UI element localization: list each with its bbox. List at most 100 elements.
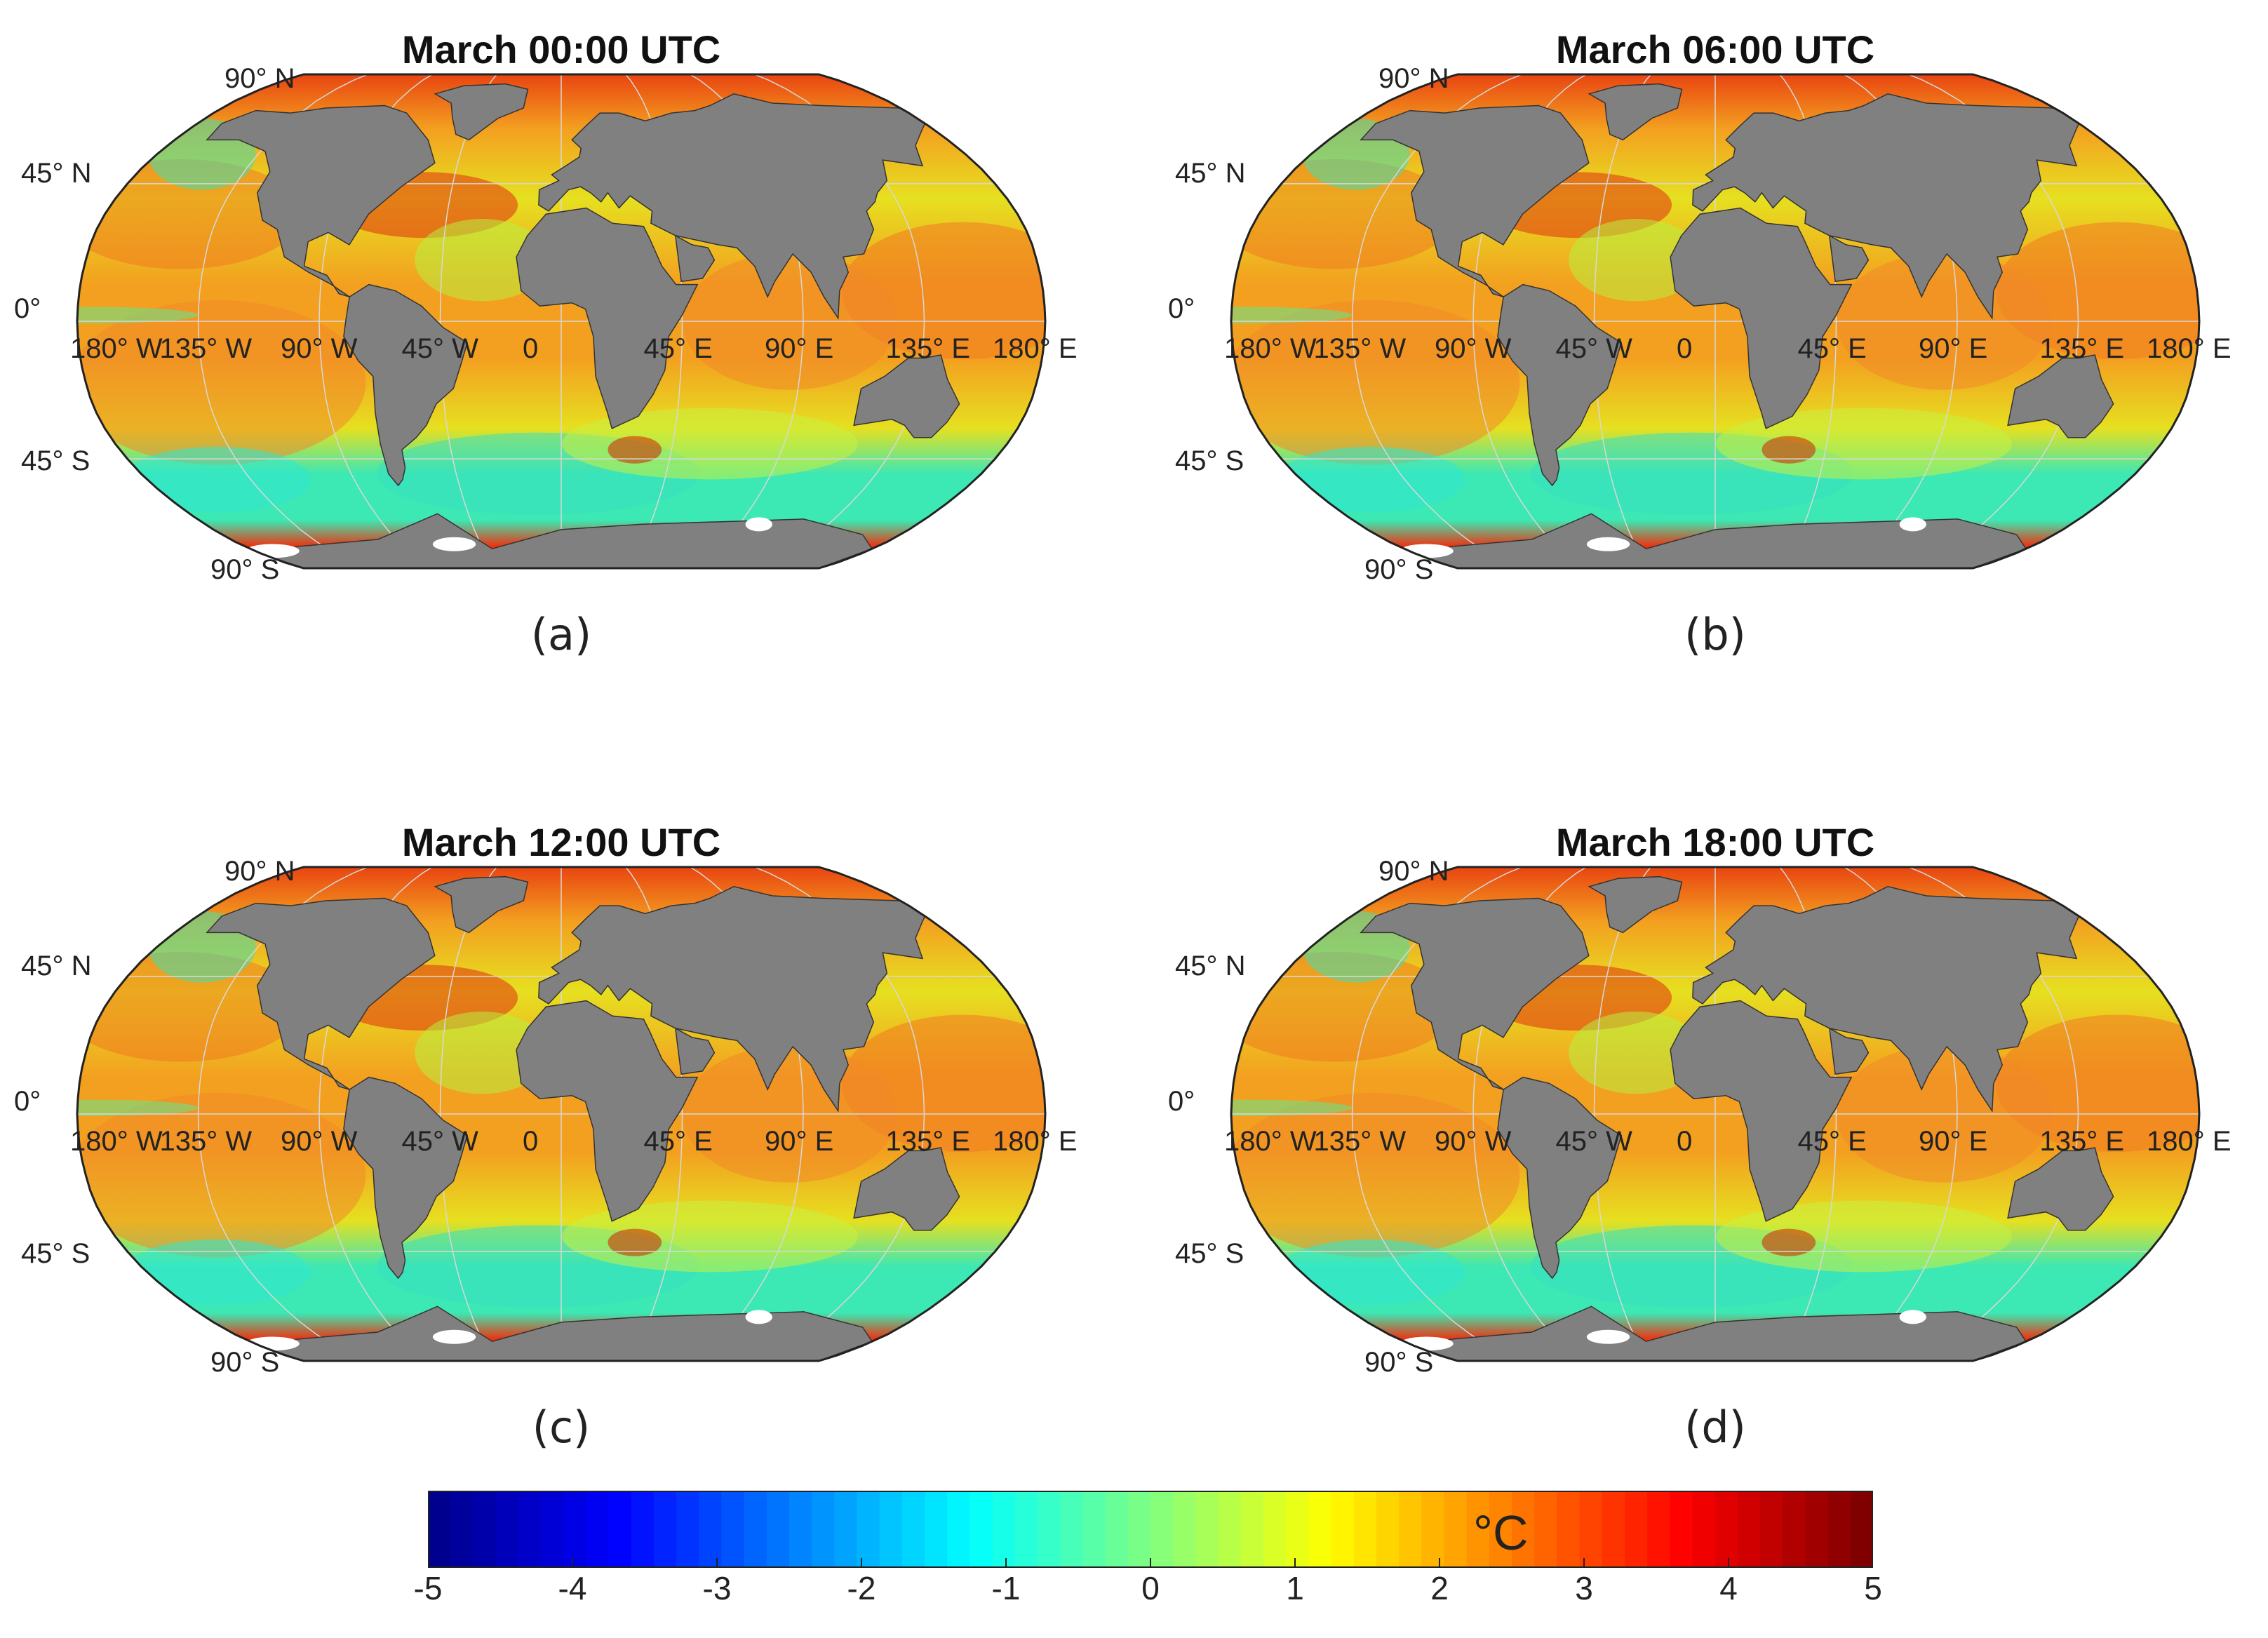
longitude-label: 180° E <box>993 1126 1078 1157</box>
longitude-label: 180° E <box>2147 333 2232 364</box>
latitude-label: 0° <box>1168 1086 1195 1117</box>
land-north-america <box>1360 897 1590 1090</box>
colorbar-step <box>1579 1491 1603 1568</box>
colorbar-step <box>1737 1491 1761 1568</box>
longitude-label: 180° W <box>70 333 163 364</box>
colorbar-step <box>721 1491 745 1568</box>
colorbar-step <box>1127 1491 1151 1568</box>
panel-label: (d) <box>1684 1402 1746 1453</box>
map-panel-a: March 00:00 UTC (a) 90° N 45° N 0° 45° S 90°… <box>14 14 1094 660</box>
colorbar-tick-label: 5 <box>1864 1570 1882 1606</box>
colorbar-step <box>925 1491 948 1568</box>
colorbar-step <box>992 1491 1016 1568</box>
map-content <box>77 74 1045 568</box>
colorbar-step <box>1466 1491 1490 1568</box>
colorbar-step <box>1331 1491 1355 1568</box>
ice-shelf <box>1899 1310 1926 1324</box>
colorbar-step <box>1195 1491 1219 1568</box>
sst-anomaly-patch <box>1569 219 1703 302</box>
longitude-label: 90° E <box>765 333 834 364</box>
colorbar-step <box>450 1491 474 1568</box>
longitude-label: 0 <box>523 333 539 364</box>
land-africa <box>516 207 699 429</box>
colorbar-step <box>834 1491 858 1568</box>
map-outline <box>76 866 1047 1362</box>
land-africa <box>516 1000 699 1222</box>
colorbar-step <box>1150 1491 1174 1568</box>
ice-shelf <box>432 1329 476 1344</box>
latitude-label: 45° S <box>1175 445 1244 476</box>
longitude-label: 180° E <box>2147 1126 2232 1157</box>
ice-shelf <box>1899 517 1926 532</box>
map-content <box>77 867 1045 1361</box>
colorbar-tick-label: -4 <box>558 1570 587 1606</box>
robinson-map <box>1230 73 2201 570</box>
latitude-label: 45° S <box>1175 1238 1244 1269</box>
land-south-america <box>343 283 469 487</box>
longitude-label: 135° W <box>159 1126 253 1157</box>
land-south-america <box>1497 1076 1623 1280</box>
sst-anomaly-patch <box>1762 1228 1816 1256</box>
panel-label: (c) <box>532 1402 591 1453</box>
land-south-america <box>1497 283 1623 487</box>
panel-label: (a) <box>530 609 592 660</box>
colorbar-tick-label: 3 <box>1575 1570 1593 1606</box>
latitude-label: 90° N <box>1378 856 1449 887</box>
land-africa <box>1670 1000 1853 1222</box>
colorbar-step <box>1038 1491 1061 1568</box>
colorbar-step <box>812 1491 835 1568</box>
longitude-label: 45° W <box>401 1126 478 1157</box>
colorbar-step <box>1534 1491 1557 1568</box>
colorbar-step <box>518 1491 542 1568</box>
latitude-label: 90° N <box>1378 63 1449 94</box>
sst-anomaly-patch <box>1995 222 2199 360</box>
longitude-label: 90° W <box>1435 333 1512 364</box>
sst-anomaly-patch <box>1231 307 1353 324</box>
map-panel-c: March 12:00 UTC (c) 90° N 45° N 0° 45° S 90°… <box>14 807 1094 1453</box>
map-outline <box>1230 73 2201 570</box>
ice-shelf <box>745 1310 772 1324</box>
longitude-label: 0 <box>1677 333 1693 364</box>
sst-anomaly-patch <box>415 1012 549 1094</box>
colorbar-step <box>857 1491 880 1568</box>
colorbar-tick-label: -3 <box>702 1570 732 1606</box>
map-panel-d: March 18:00 UTC (d) 90° N 45° N 0° 45° S 90°… <box>1168 807 2248 1453</box>
longitude-label: 90° W <box>1435 1126 1512 1157</box>
ice-shelf <box>745 517 772 532</box>
colorbar-tick-label: -5 <box>413 1570 443 1606</box>
colorbar-step <box>1218 1491 1242 1568</box>
colorbar-gradient <box>428 1491 1873 1568</box>
colorbar-step <box>1014 1491 1038 1568</box>
ice-shelf <box>1586 537 1630 551</box>
land-australia <box>2007 354 2114 438</box>
longitude-label: 180° W <box>70 1126 163 1157</box>
longitude-label: 45° W <box>1555 333 1632 364</box>
colorbar-step <box>1512 1491 1535 1568</box>
colorbar-step <box>1105 1491 1129 1568</box>
latitude-label: 45° N <box>21 158 92 189</box>
colorbar-step <box>1827 1491 1851 1568</box>
robinson-map <box>1230 866 2201 1362</box>
colorbar-step <box>1263 1491 1287 1568</box>
longitude-label: 90° E <box>1919 1126 1988 1157</box>
land-greenland <box>434 83 529 141</box>
longitude-label: 45° E <box>1797 333 1867 364</box>
sst-anomaly-patch <box>1762 436 1816 464</box>
colorbar-step <box>608 1491 632 1568</box>
colorbar-step <box>473 1491 497 1568</box>
colorbar-step <box>1489 1491 1512 1568</box>
longitude-label: 90° W <box>281 333 358 364</box>
colorbar-step <box>676 1491 699 1568</box>
land-eurasia <box>538 93 926 320</box>
land-greenland <box>1588 875 1683 934</box>
longitude-label: 180° W <box>1224 333 1317 364</box>
colorbar: -5 -4 -3 -2 -1 0 1 2 3 4 5 <box>414 1491 1882 1610</box>
colorbar-step <box>1805 1491 1829 1568</box>
colorbar-step <box>744 1491 767 1568</box>
robinson-map <box>76 866 1047 1362</box>
latitude-label: 90° N <box>224 856 295 887</box>
colorbar-step <box>766 1491 790 1568</box>
colorbar-step <box>586 1491 610 1568</box>
colorbar-step <box>1444 1491 1468 1568</box>
sst-anomaly-patch <box>562 1200 858 1273</box>
